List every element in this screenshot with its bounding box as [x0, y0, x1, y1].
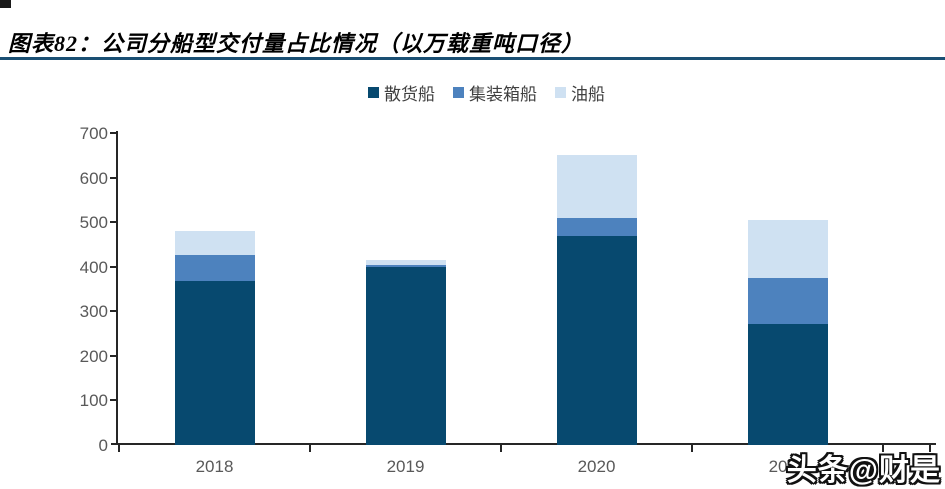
legend-item-2: 油船: [555, 80, 605, 105]
x-axis-tick: [500, 445, 502, 452]
bar-segment-2019-集装箱船: [365, 265, 446, 267]
chart-legend: 散货船 集装箱船 油船: [14, 80, 945, 105]
bar-segment-2021-散货船: [747, 323, 828, 445]
bar-segment-2018-集装箱船: [174, 255, 255, 281]
legend-label: 散货船: [384, 85, 435, 104]
y-axis-tick-label: 300: [79, 302, 108, 322]
bar-segment-2021-集装箱船: [747, 278, 828, 324]
x-axis-category-label: 2018: [195, 457, 234, 476]
y-axis-tick: [110, 176, 116, 179]
legend-item-1: 集装箱船: [453, 80, 537, 105]
x-axis-tick: [309, 445, 311, 452]
y-axis-tick-label: 500: [79, 213, 108, 233]
page-corner-mark: [0, 0, 11, 8]
y-axis-tick-label: 0: [98, 436, 108, 455]
y-axis-tick: [110, 132, 116, 134]
x-axis-tick: [882, 445, 884, 452]
legend-item-0: 散货船: [368, 80, 435, 105]
y-axis-tick-label: 600: [79, 168, 108, 188]
bar-segment-2019-油船: [365, 260, 446, 266]
bar-segment-2019-散货船: [365, 266, 446, 445]
legend-label: 油船: [571, 85, 605, 104]
legend-label: 集装箱船: [469, 85, 537, 104]
y-axis-tick: [110, 354, 116, 357]
y-axis-tick: [110, 265, 116, 268]
x-axis-line: [111, 443, 936, 445]
x-axis-tick: [118, 445, 120, 452]
bar-segment-2018-散货船: [174, 280, 255, 445]
bar-segment-2018-油船: [174, 231, 255, 256]
figure-title: 图表82：公司分船型交付量占比情况（以万载重吨口径）: [8, 31, 585, 56]
legend-swatch-icon: [368, 87, 379, 98]
bar-segment-2020-油船: [556, 155, 637, 218]
y-axis-tick-label: 400: [79, 257, 108, 277]
bar-segment-2021-油船: [747, 220, 828, 279]
y-axis-tick-label: 700: [79, 124, 108, 143]
x-axis-category-label: 2021: [768, 457, 807, 476]
y-axis-tick-label: 100: [79, 391, 108, 411]
legend-swatch-icon: [555, 87, 566, 98]
y-axis-tick: [110, 310, 116, 313]
x-axis-tick: [691, 445, 693, 452]
y-axis-line: [116, 131, 118, 445]
title-divider: [0, 57, 945, 60]
watermark-text: 头条@财是: [786, 454, 941, 487]
x-axis-category-label: 2019: [386, 457, 425, 476]
y-axis-tick-label: 200: [79, 346, 108, 366]
y-axis-tick: [110, 399, 116, 402]
x-axis-category-label: 2020: [577, 457, 616, 476]
bar-segment-2020-集装箱船: [556, 217, 637, 237]
y-axis-tick: [110, 221, 116, 224]
bar-segment-2020-散货船: [556, 236, 637, 445]
legend-swatch-icon: [453, 87, 464, 98]
x-axis-tick: [929, 445, 931, 452]
